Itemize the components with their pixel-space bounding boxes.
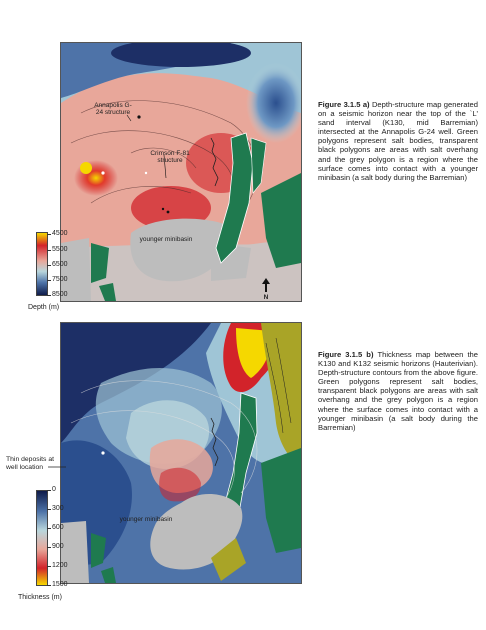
thickness-map-canvas <box>61 323 301 583</box>
depth-tick-4500: 4500 <box>47 230 68 237</box>
figure-a-caption-body: Depth-structure map generated on a seism… <box>318 100 478 182</box>
depth-tick-5500: 5500 <box>47 246 68 253</box>
thickness-tick-0: 0 <box>47 486 56 493</box>
minibasin-polygon <box>130 218 231 282</box>
salt-body-polygon <box>215 132 254 264</box>
figure-a-caption-title: Figure 3.1.5 a) <box>318 100 370 109</box>
thickness-color-bar <box>36 490 48 586</box>
overhang-polygon <box>261 323 301 463</box>
north-arrow-icon <box>262 278 270 292</box>
figure-b-caption: Figure 3.1.5 b) Thickness map between th… <box>318 350 478 432</box>
thin-deposits-note: Thin deposits at well location <box>6 456 54 471</box>
thickness-map <box>60 322 302 584</box>
depth-color-bar <box>36 232 48 296</box>
figure-b-caption-body: Thickness map between the K130 and K132 … <box>318 350 478 432</box>
depth-structure-map <box>60 42 302 302</box>
depth-tick-8500: 8500 <box>47 291 68 298</box>
north-arrow-label: N <box>263 294 269 301</box>
thickness-legend-unit: Thickness (m) <box>18 594 62 601</box>
thickness-tick-900: 900 <box>47 543 64 550</box>
minibasin-label-b: younger minibasin <box>119 516 173 523</box>
annapolis-structure-label: Annapolis G-24 structure <box>94 102 132 116</box>
thickness-tick-1500: 1500 <box>47 581 68 588</box>
depth-map-canvas <box>61 43 301 301</box>
north-arrow: N <box>260 278 272 301</box>
figure-a-caption: Figure 3.1.5 a) Depth-structure map gene… <box>318 100 478 182</box>
depth-tick-6500: 6500 <box>47 261 68 268</box>
thickness-tick-300: 300 <box>47 505 64 512</box>
minibasin-polygon-b <box>150 493 243 570</box>
figure-b-caption-title: Figure 3.1.5 b) <box>318 350 374 359</box>
thin-deposits-pointer <box>48 466 66 468</box>
thickness-tick-1200: 1200 <box>47 562 68 569</box>
crimson-structure-label: Crimson F-81 structure <box>150 150 190 164</box>
thickness-tick-600: 600 <box>47 524 64 531</box>
depth-tick-7500: 7500 <box>47 276 68 283</box>
depth-legend-unit: Depth (m) <box>28 304 60 311</box>
minibasin-label-a: younger minibasin <box>139 236 193 243</box>
